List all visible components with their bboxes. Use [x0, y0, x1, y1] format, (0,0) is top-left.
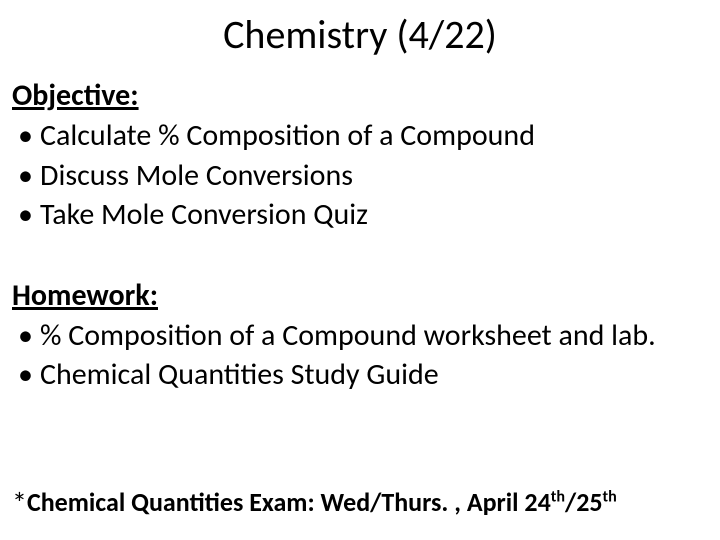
list-item: Chemical Quantities Study Guide — [12, 355, 708, 395]
homework-list: % Composition of a Compound worksheet an… — [12, 316, 708, 395]
slide: Chemistry (4/22) Objective: Calculate % … — [0, 0, 720, 540]
list-item: Discuss Mole Conversions — [12, 156, 708, 196]
objective-heading: Objective: — [12, 77, 708, 114]
objective-list: Calculate % Composition of a Compound Di… — [12, 116, 708, 235]
asterisk-icon: * — [12, 485, 27, 522]
homework-heading: Homework: — [12, 277, 708, 314]
list-item: % Composition of a Compound worksheet an… — [12, 316, 708, 356]
footnote-text-b: /25 — [565, 486, 603, 518]
slide-title: Chemistry (4/22) — [12, 10, 708, 59]
exam-footnote: *Chemical Quantities Exam: Wed/Thurs. , … — [12, 485, 708, 522]
spacer — [12, 243, 708, 277]
list-item: Calculate % Composition of a Compound — [12, 116, 708, 156]
footnote-sup-2: th — [603, 487, 617, 506]
footnote-sup-1: th — [551, 487, 565, 506]
list-item: Take Mole Conversion Quiz — [12, 195, 708, 235]
footnote-text-a: Chemical Quantities Exam: Wed/Thurs. , A… — [27, 486, 551, 518]
